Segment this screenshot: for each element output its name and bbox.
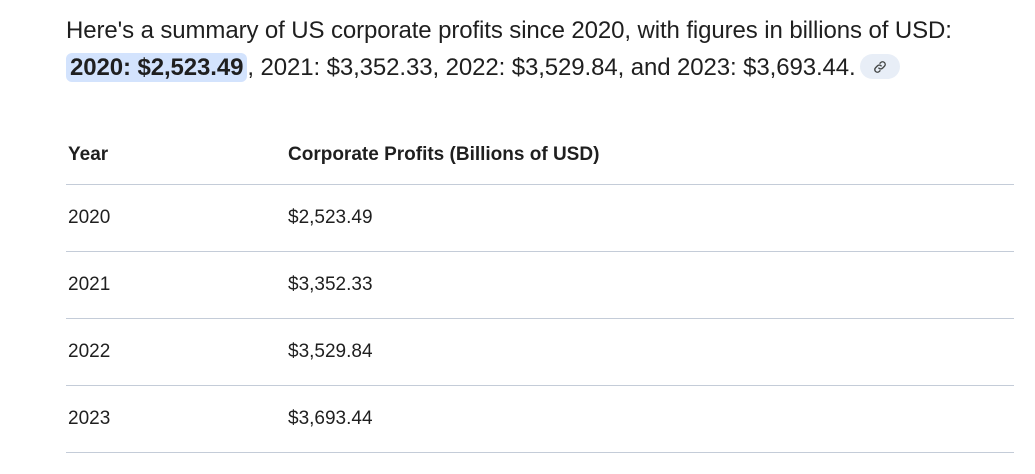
cell-year: 2020 — [66, 184, 286, 252]
highlighted-source-span[interactable]: 2020: $2,523.49 — [66, 53, 248, 82]
link-icon — [873, 60, 886, 73]
cell-year: 2023 — [66, 385, 286, 453]
cell-profit: $3,693.44 — [286, 385, 1014, 453]
table-row: 2022 $3,529.84 — [66, 318, 1014, 386]
response-container: Here's a summary of US corporate profits… — [66, 12, 1016, 86]
table-row: 2021 $3,352.33 — [66, 251, 1014, 319]
citation-chip[interactable] — [859, 54, 900, 80]
cell-year: 2022 — [66, 318, 286, 386]
profits-table: Year Corporate Profits (Billions of USD)… — [66, 126, 1014, 453]
summary-paragraph: Here's a summary of US corporate profits… — [66, 12, 1016, 86]
header-year: Year — [66, 126, 286, 185]
summary-text-after: , 2021: $3,352.33, 2022: $3,529.84, and … — [247, 54, 856, 81]
cell-profit: $3,529.84 — [286, 318, 1014, 386]
summary-text-before: Here's a summary of US corporate profits… — [66, 17, 952, 44]
header-corporate-profits: Corporate Profits (Billions of USD) — [286, 126, 1014, 185]
cell-profit: $2,523.49 — [286, 184, 1014, 252]
cell-profit: $3,352.33 — [286, 251, 1014, 319]
table-row: 2020 $2,523.49 — [66, 184, 1014, 252]
table-row: 2023 $3,693.44 — [66, 385, 1014, 453]
cell-year: 2021 — [66, 251, 286, 319]
table-header-row: Year Corporate Profits (Billions of USD) — [66, 126, 1014, 185]
